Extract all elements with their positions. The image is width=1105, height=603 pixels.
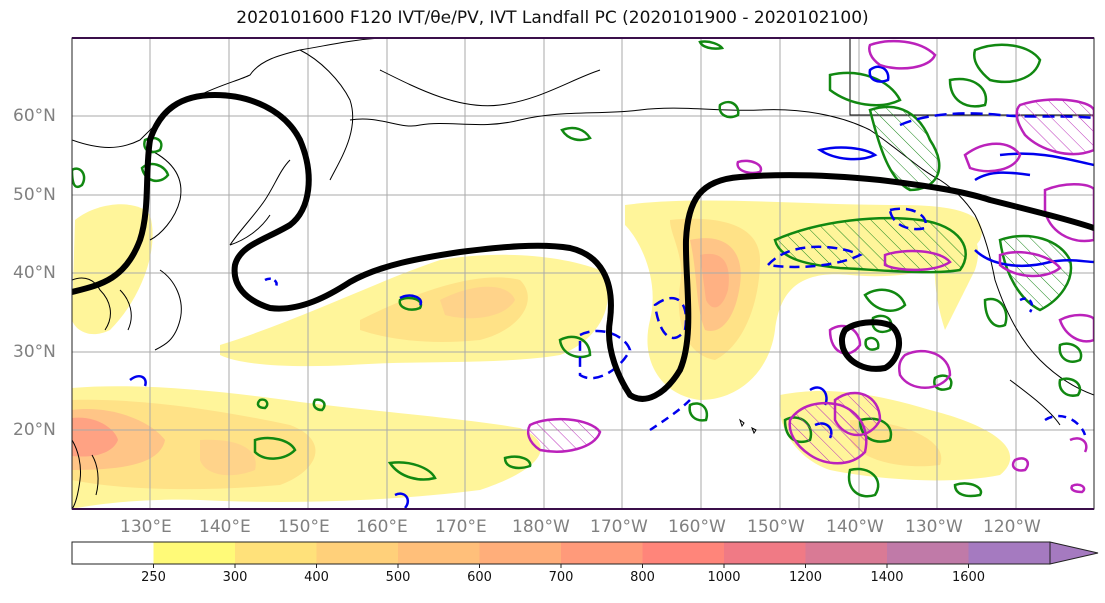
coastlines — [72, 38, 1094, 509]
lon-label-140w: 140°W — [826, 517, 884, 537]
lon-label-180w: 180°W — [512, 517, 570, 537]
colorbar-tick-label: 250 — [141, 570, 166, 585]
lon-label-170w: 170°W — [590, 517, 648, 537]
lon-label-130w: 130°W — [905, 517, 963, 537]
lon-label-160w: 160°W — [668, 517, 726, 537]
colorbar-segment — [968, 542, 1051, 564]
map-title: 2020101600 F120 IVT/θe/PV, IVT Landfall … — [236, 8, 869, 28]
pv-magenta-contours — [526, 39, 1094, 494]
lon-label-150e: 150°E — [278, 517, 330, 537]
lat-label-20: 20°N — [13, 420, 56, 440]
colorbar-tick-label: 500 — [385, 570, 411, 585]
colorbar-tick-label: 400 — [304, 570, 329, 585]
lon-label-160e: 160°E — [356, 517, 408, 537]
lon-label-130e: 130°E — [120, 517, 172, 537]
colorbar-segment — [724, 542, 806, 564]
colorbar-tick-label: 800 — [630, 570, 655, 585]
colorbar-segment — [479, 542, 562, 564]
colorbar-segment — [316, 542, 399, 564]
colorbar-tick-label: 1400 — [870, 570, 904, 585]
lat-label-50: 50°N — [13, 185, 56, 205]
thetae-blue-contours — [129, 65, 1094, 509]
colorbar-tick-label: 600 — [467, 570, 492, 585]
colorbar-segment — [887, 542, 969, 564]
lon-label-120w: 120°W — [983, 517, 1041, 537]
colorbar-tick-label: 1200 — [788, 570, 823, 585]
lat-label-40: 40°N — [13, 263, 56, 283]
lon-label-150w: 150°W — [747, 517, 805, 537]
ivt-pc-black-contour — [72, 91, 1094, 402]
colorbar-segment — [642, 542, 725, 564]
lon-label-140e: 140°E — [199, 517, 251, 537]
colorbar-extend-arrow — [1049, 541, 1099, 565]
colorbar — [71, 541, 1099, 568]
colorbar-segment — [561, 542, 643, 564]
colorbar-segment — [72, 542, 154, 564]
colorbar-tick-label: 1000 — [707, 570, 741, 585]
lat-label-60: 60°N — [13, 106, 56, 126]
colorbar-segment — [153, 542, 236, 564]
ivt-shading — [72, 200, 1011, 509]
colorbar-tick-label: 700 — [548, 570, 574, 585]
lat-label-30: 30°N — [13, 342, 56, 362]
colorbar-tick-label: 300 — [222, 570, 248, 585]
colorbar-segment — [235, 542, 317, 564]
colorbar-segment — [805, 542, 888, 564]
colorbar-tick-label: 1600 — [951, 570, 986, 585]
colorbar-segment — [398, 542, 480, 564]
lon-label-170e: 170°E — [435, 517, 487, 537]
thetae-green-contours — [72, 40, 1083, 498]
